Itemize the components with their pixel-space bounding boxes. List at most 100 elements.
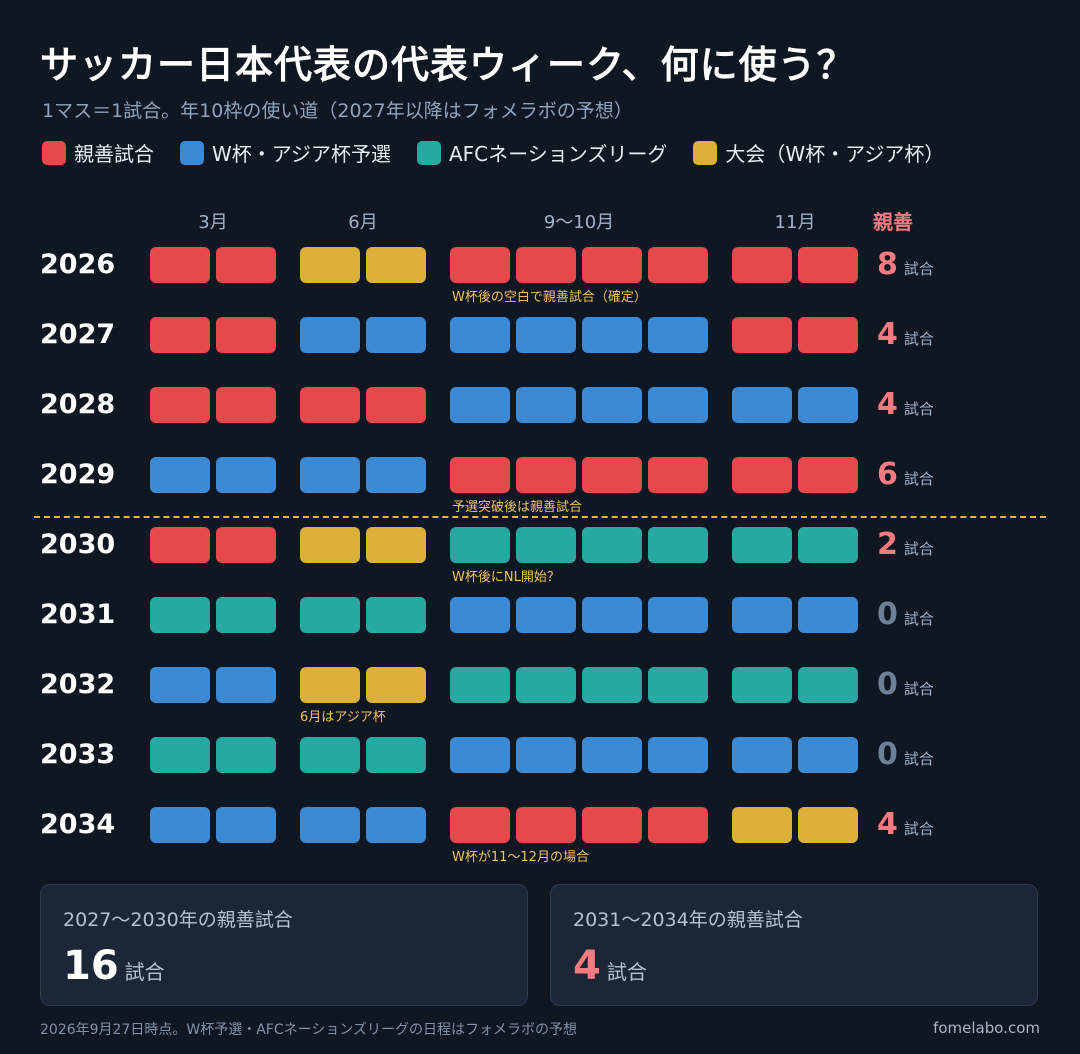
match-slot — [450, 317, 510, 353]
year-row: 2030 2 試合 W杯後にNL開始？ — [0, 527, 1080, 597]
match-slot — [216, 737, 276, 773]
friendly-count: 0 試合 — [877, 737, 934, 773]
match-slot — [648, 457, 708, 493]
match-slot — [798, 457, 858, 493]
friendly-count-number: 0 — [877, 667, 898, 702]
friendly-count-unit: 試合 — [903, 540, 934, 558]
match-slot — [798, 737, 858, 773]
match-slot — [582, 807, 642, 843]
friendly-count-unit: 試合 — [903, 820, 934, 838]
match-slot — [366, 317, 426, 353]
match-slot — [732, 317, 792, 353]
match-slot — [516, 597, 576, 633]
match-slot — [366, 527, 426, 563]
match-slot — [582, 527, 642, 563]
match-slot — [516, 317, 576, 353]
forecast-divider — [34, 516, 1046, 518]
summary-value: 4 試合 — [573, 943, 647, 989]
summary-card-2027-2030: 2027〜2030年の親善試合 16 試合 — [40, 884, 528, 1006]
match-slot — [516, 247, 576, 283]
year-row: 2033 0 試合 — [0, 737, 1080, 807]
friendly-count-unit: 試合 — [903, 330, 934, 348]
match-slot — [366, 807, 426, 843]
year-row: 2027 4 試合 — [0, 317, 1080, 387]
match-slot — [450, 387, 510, 423]
friendly-count-number: 2 — [877, 527, 898, 562]
friendly-count: 0 試合 — [877, 667, 934, 703]
chart-title: サッカー日本代表の代表ウィーク、何に使う？ — [40, 43, 856, 87]
match-slot — [366, 457, 426, 493]
friendly-count: 6 試合 — [877, 457, 934, 493]
match-slot — [582, 667, 642, 703]
year-label: 2033 — [40, 739, 116, 770]
match-slot — [216, 387, 276, 423]
summary-card-2031-2034: 2031〜2034年の親善試合 4 試合 — [550, 884, 1038, 1006]
match-slot — [300, 667, 360, 703]
match-slot — [150, 527, 210, 563]
year-label: 2026 — [40, 249, 116, 280]
friendly-count-number: 0 — [877, 737, 898, 772]
match-slot — [648, 387, 708, 423]
year-row: 2028 4 試合 — [0, 387, 1080, 457]
match-slot — [150, 387, 210, 423]
match-slot — [300, 737, 360, 773]
match-slot — [216, 667, 276, 703]
legend-swatch — [693, 140, 718, 165]
year-label: 2030 — [40, 529, 116, 560]
match-slot — [150, 737, 210, 773]
match-slot — [732, 737, 792, 773]
chart-subtitle: 1マス＝1試合。年10枠の使い道（2027年以降はフォメラボの予想） — [42, 100, 633, 122]
match-slot — [798, 667, 858, 703]
match-slot — [450, 527, 510, 563]
match-slot — [732, 457, 792, 493]
match-slot — [450, 807, 510, 843]
row-annotation: W杯が11〜12月の場合 — [452, 850, 589, 865]
match-slot — [798, 527, 858, 563]
summary-unit: 試合 — [124, 960, 165, 984]
month-label: 6月 — [348, 212, 378, 233]
friendly-count-number: 4 — [877, 387, 898, 422]
friendly-count: 4 試合 — [877, 807, 934, 843]
row-annotation: W杯後にNL開始？ — [452, 570, 560, 585]
match-slot — [300, 247, 360, 283]
row-annotation: 6月はアジア杯 — [300, 710, 386, 725]
friendly-count-unit: 試合 — [903, 260, 934, 278]
match-slot — [516, 457, 576, 493]
year-label: 2034 — [40, 809, 116, 840]
friendly-count: 2 試合 — [877, 527, 934, 563]
footer-note: 2026年9月27日時点。W杯予選・AFCネーションズリーグの日程はフォメラボの… — [40, 1022, 578, 1038]
year-label: 2028 — [40, 389, 116, 420]
match-slot — [216, 527, 276, 563]
summary-value: 16 試合 — [63, 943, 165, 989]
match-slot — [450, 457, 510, 493]
match-slot — [300, 527, 360, 563]
match-slot — [798, 387, 858, 423]
friendly-count-unit: 試合 — [903, 610, 934, 628]
match-slot — [582, 247, 642, 283]
match-slot — [648, 317, 708, 353]
match-slot — [366, 667, 426, 703]
match-slot — [516, 527, 576, 563]
legend-swatch — [416, 140, 441, 165]
year-label: 2029 — [40, 459, 116, 490]
match-slot — [216, 807, 276, 843]
friendly-count-number: 8 — [877, 247, 898, 282]
match-slot — [150, 247, 210, 283]
summary-unit: 試合 — [606, 960, 647, 984]
match-slot — [450, 597, 510, 633]
match-slot — [648, 737, 708, 773]
friendly-count-unit: 試合 — [903, 750, 934, 768]
legend-item: W杯・アジア杯予選 — [180, 138, 391, 167]
friendly-count-number: 0 — [877, 597, 898, 632]
match-slot — [732, 667, 792, 703]
match-slot — [732, 247, 792, 283]
match-slot — [732, 597, 792, 633]
summary-title: 2027〜2030年の親善試合 — [63, 909, 293, 931]
year-row: 2034 4 試合 W杯が11〜12月の場合 — [0, 807, 1080, 877]
row-annotation: 予選突破後は親善試合 — [452, 500, 583, 515]
match-slot — [150, 667, 210, 703]
match-slot — [648, 807, 708, 843]
match-slot — [150, 807, 210, 843]
match-slot — [150, 457, 210, 493]
match-slot — [216, 457, 276, 493]
